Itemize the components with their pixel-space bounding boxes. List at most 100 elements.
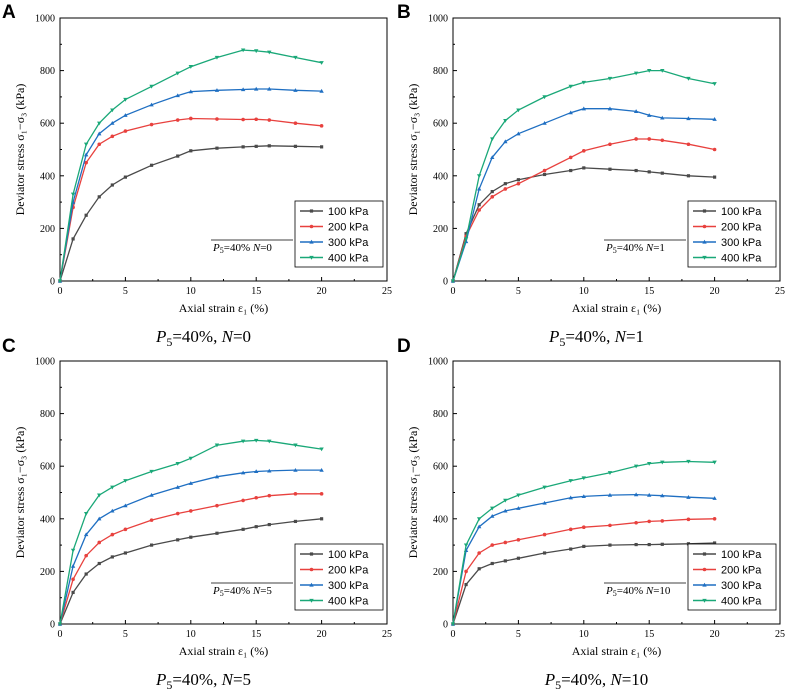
y-tick-label: 1000 (428, 14, 448, 25)
x-tick-label: 20 (317, 629, 327, 640)
data-point-0-12 (660, 542, 664, 546)
data-point-3-4 (110, 485, 115, 490)
data-point-2-3 (490, 513, 495, 518)
data-point-1-10 (634, 520, 638, 525)
data-point-1-2 (84, 160, 88, 165)
series-line-400-kpa (452, 69, 715, 282)
data-point-legend-3-0 (702, 255, 707, 260)
data-point-0-1 (71, 237, 75, 241)
data-point-2-5 (123, 113, 128, 117)
x-tick-label: 15 (251, 286, 261, 297)
data-point-0-1 (464, 582, 468, 587)
data-point-0-9 (608, 167, 612, 171)
data-point-0-2 (84, 213, 88, 217)
panel-annotation: P5=40% N=10 (605, 585, 671, 598)
data-point-2-10 (633, 492, 639, 497)
data-point-1-4 (110, 134, 115, 139)
legend-label: 100 kPa (328, 549, 369, 561)
data-point-0-8 (582, 544, 586, 549)
data-point-1-2 (84, 553, 88, 558)
data-point-3-2 (476, 174, 482, 178)
legend-label: 300 kPa (328, 237, 369, 249)
series-line-100-kpa (59, 145, 322, 282)
data-point-1-1 (464, 569, 468, 574)
data-point-1-13 (686, 142, 691, 147)
data-point-2-12 (267, 468, 272, 473)
y-tick-label: 400 (40, 171, 55, 182)
data-point-3-2 (83, 142, 89, 147)
data-point-1-10 (241, 117, 245, 122)
x-tick-label: 25 (775, 286, 785, 297)
panel-caption: P5=40%, N=0 (155, 327, 251, 349)
data-point-0-11 (254, 525, 258, 529)
y-tick-label: 600 (40, 119, 55, 130)
data-point-1-14 (319, 492, 324, 496)
data-point-1-13 (293, 121, 298, 125)
x-tick-label: 25 (775, 629, 785, 640)
data-point-1-3 (490, 195, 495, 199)
data-point-3-10 (633, 71, 639, 76)
data-point-2-8 (188, 89, 193, 94)
data-point-legend-0-0 (702, 552, 707, 556)
data-point-1-5 (516, 181, 521, 186)
data-point-2-4 (503, 508, 508, 513)
data-point-0-5 (516, 178, 520, 182)
data-point-2-12 (267, 86, 272, 91)
x-axis-label: Axial strain ε₁ (%) (572, 301, 662, 315)
data-point-1-3 (97, 142, 102, 147)
data-point-3-3 (490, 506, 495, 511)
y-tick-label: 600 (433, 119, 448, 130)
data-point-2-5 (123, 503, 128, 508)
data-point-2-1 (70, 563, 76, 568)
data-point-1-3 (490, 543, 495, 547)
data-point-3-0 (450, 279, 456, 284)
data-point-3-14 (712, 82, 717, 86)
data-point-1-13 (293, 492, 298, 496)
data-point-1-10 (634, 137, 638, 141)
chart-panel-b: B 0 5 10 15 20 25 0 200 400 600 800 1000 Axial strain… (397, 2, 785, 349)
x-tick-label: 5 (516, 629, 521, 640)
data-point-2-14 (319, 88, 324, 93)
panel-annotation: P5=40% N=5 (212, 585, 272, 598)
series-line-400-kpa (452, 460, 715, 625)
y-tick-label: 800 (433, 66, 448, 77)
data-point-3-0 (450, 622, 456, 627)
data-point-0-5 (123, 175, 127, 179)
data-point-0-7 (176, 538, 180, 542)
y-tick-label: 0 (50, 277, 55, 288)
x-axis-label: Axial strain ε₁ (%) (179, 644, 269, 658)
x-tick-label: 20 (710, 286, 720, 297)
data-point-0-7 (569, 547, 573, 551)
data-point-0-11 (254, 144, 258, 148)
data-point-0-9 (215, 146, 219, 150)
data-point-2-12 (660, 115, 665, 120)
data-point-0-3 (490, 189, 494, 194)
chart-panel-d: D 0 5 10 15 20 25 0 200 400 600 800 1000 Axial strain… (397, 336, 785, 692)
data-point-0-12 (660, 171, 664, 175)
series-line-100-kpa (452, 167, 715, 282)
data-point-3-12 (267, 439, 272, 444)
panel-annotation: P5=40% N=0 (212, 242, 272, 255)
data-point-1-10 (241, 498, 245, 503)
series-line-300-kpa (59, 469, 322, 625)
data-point-0-8 (189, 535, 193, 539)
data-point-3-10 (633, 464, 639, 469)
series-line-200-kpa (452, 518, 715, 625)
data-point-0-11 (647, 170, 651, 174)
legend-label: 300 kPa (721, 580, 762, 592)
data-point-3-13 (686, 76, 691, 81)
data-point-1-7 (568, 527, 573, 532)
data-point-3-11 (647, 69, 652, 73)
data-point-0-8 (582, 166, 586, 170)
data-point-3-5 (516, 493, 521, 498)
data-point-2-6 (149, 492, 154, 497)
data-point-0-10 (634, 542, 638, 547)
x-tick-label: 5 (516, 286, 521, 297)
y-axis-label: Deviator stress σ₁−σ₃ (kPa) (406, 427, 420, 559)
data-point-3-0 (57, 279, 63, 284)
data-point-0-10 (241, 145, 245, 149)
data-point-3-4 (503, 498, 508, 503)
data-point-1-11 (647, 519, 651, 524)
data-point-2-14 (712, 117, 717, 121)
